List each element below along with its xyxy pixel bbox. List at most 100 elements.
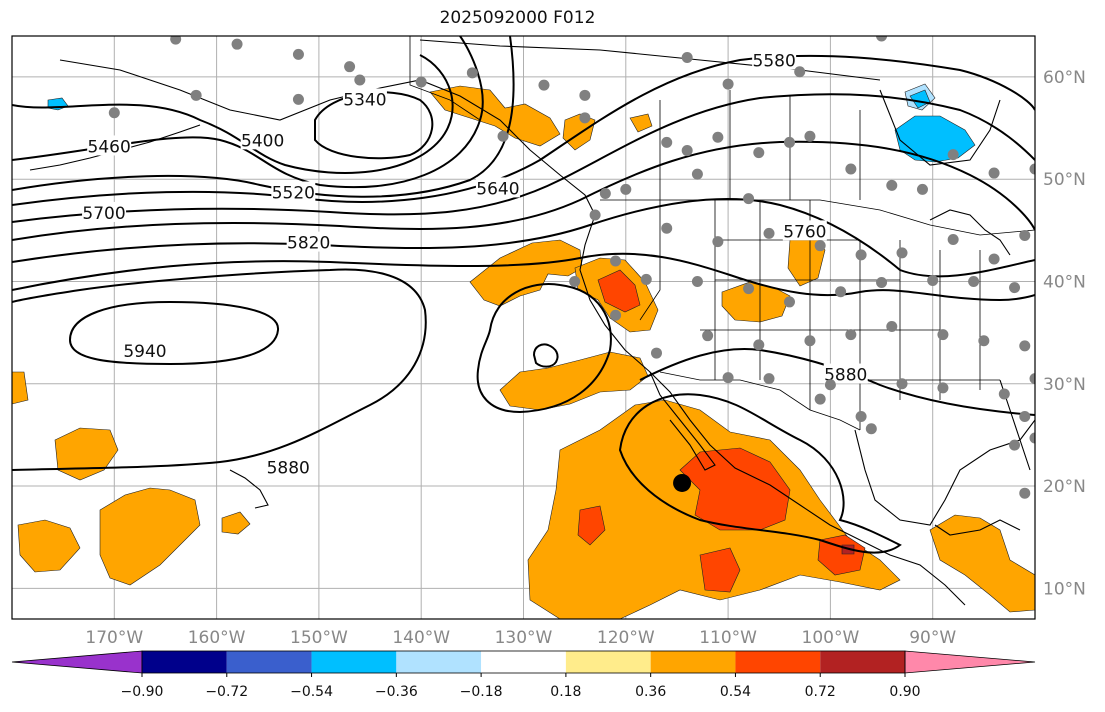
lat-label: 50°N (1043, 170, 1086, 190)
colorbar-segment (226, 651, 312, 673)
station-dot (1019, 229, 1031, 241)
station-dot (896, 378, 908, 390)
contour-label-bg (266, 456, 311, 477)
coast-west-na (579, 214, 966, 606)
colorbar-segment (565, 651, 651, 673)
station-dot (190, 89, 202, 101)
station-dot (804, 130, 816, 142)
station-dot (1019, 487, 1031, 499)
station-dot (569, 275, 581, 287)
contour-label: 5880 (824, 366, 867, 386)
contour-label: 5940 (123, 342, 166, 362)
station-dot (763, 227, 775, 239)
station-dot (886, 320, 898, 332)
coast-yucatan (934, 519, 1021, 536)
station-dot (1029, 432, 1035, 444)
lon-label: 130°W (495, 628, 553, 648)
lon-label: 90°W (909, 628, 956, 648)
contour-label: 5340 (343, 90, 386, 110)
coast-gulf-mexico (854, 419, 1035, 526)
colorbar-outline (141, 650, 906, 674)
shade-orange-left-edge (12, 371, 29, 405)
colorbar-tick-label: −0.18 (460, 684, 503, 700)
station-dot (783, 136, 795, 148)
station-dot (661, 222, 673, 234)
station-dot (794, 66, 806, 78)
longitude-labels: 170°W 160°W 150°W 140°W 130°W 120°W 110°W 100°W… (85, 628, 956, 648)
lat-label: 10°N (1043, 579, 1086, 599)
station-dot (681, 51, 693, 63)
station-dot (691, 168, 703, 180)
colorbar-tick-label: 0.72 (805, 684, 836, 700)
station-dot (937, 329, 949, 341)
station-dot (783, 296, 795, 308)
station-dot (681, 145, 693, 157)
station-dot (1029, 163, 1035, 175)
political-borders (409, 36, 1035, 431)
contour-5940 (68, 300, 280, 366)
station-dot (722, 78, 734, 90)
colorbar-segment (11, 650, 143, 674)
shade-orange-yukon (629, 113, 653, 133)
colorbar-segment (311, 651, 397, 673)
contour-5880-west (12, 268, 427, 471)
colorbar-segment (904, 650, 1036, 674)
station-dot (947, 234, 959, 246)
contour-5580 (12, 54, 1035, 206)
contour-label: 5700 (82, 204, 125, 224)
station-dot (538, 79, 550, 91)
shade-blue-hudson-north (909, 89, 931, 109)
station-dot (589, 209, 601, 221)
lon-label: 110°W (699, 628, 757, 648)
contour-label: 5460 (88, 137, 131, 157)
contour-label-bg (752, 49, 797, 70)
station-dot (814, 240, 826, 252)
shade-orange-pacific-small (221, 511, 251, 535)
station-dot (650, 347, 662, 359)
shade-orange-pacific-central (99, 487, 201, 586)
border-alaska-canada (409, 36, 481, 121)
station-dot (743, 283, 755, 295)
contour-label: 5400 (241, 131, 284, 151)
contour-small-ring (532, 343, 559, 368)
station-dot (1019, 340, 1031, 352)
station-dot (640, 273, 652, 285)
station-dot (170, 36, 182, 45)
contour-labels: 5340 5400 5460 5520 5580 5640 5700 5760 5820 5880… (82, 49, 868, 479)
contour-label-bg (87, 135, 132, 156)
station-dot (916, 183, 928, 195)
station-dot (804, 335, 816, 347)
station-dot (978, 335, 990, 347)
colorbar-tick-label: 0.90 (889, 684, 920, 700)
shade-orange-alaska (429, 85, 561, 147)
contour-label-bg (823, 363, 868, 384)
station-dot (599, 188, 611, 200)
station-dot (722, 372, 734, 384)
station-dot (702, 330, 714, 342)
contour-label: 5760 (783, 222, 826, 242)
contour-label: 5640 (476, 179, 519, 199)
coast-hawaii (229, 469, 269, 509)
station-dot (354, 74, 366, 86)
coast-great-lakes (929, 209, 1011, 256)
colorbar-tick-labels: −0.90 −0.72 −0.54 −0.36 −0.18 0.18 0.36 0.54 0.7… (121, 673, 921, 700)
border-us-mexico (659, 371, 861, 431)
contour-5880-mexico (618, 393, 902, 554)
colorbar-segment (820, 651, 905, 673)
station-dot (876, 276, 888, 288)
station-dot (231, 38, 243, 50)
position-marker (673, 473, 692, 492)
contour-5640 (12, 93, 1035, 223)
station-dot (661, 136, 673, 148)
height-contours (12, 36, 1035, 554)
map-frame (11, 35, 1036, 620)
lon-label: 120°W (597, 628, 655, 648)
station-dot (712, 236, 724, 248)
lon-label: 100°W (802, 628, 860, 648)
station-dot (937, 382, 949, 394)
contour-label-bg (240, 129, 285, 150)
station-dot (415, 76, 427, 88)
station-dot (988, 167, 1000, 179)
station-dot (712, 131, 724, 143)
colorbar (11, 650, 1036, 674)
